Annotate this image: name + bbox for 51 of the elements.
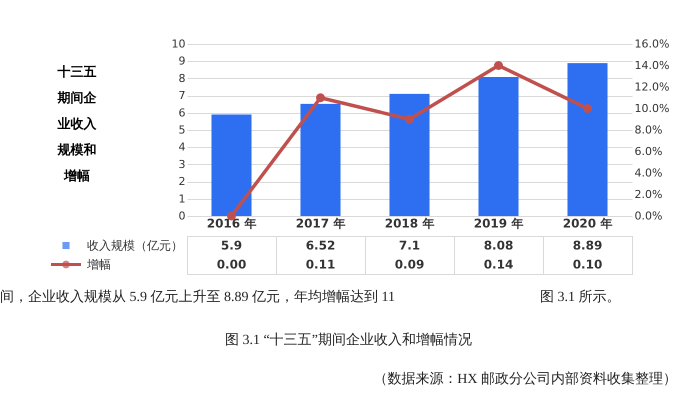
text: （数据来源：HX 邮政分公司内部资料收集整理）	[373, 370, 677, 388]
y2-tick-label: 6.0%	[634, 145, 662, 158]
y2-tick-label: 0.0%	[634, 210, 662, 222]
y-tick-label: 6	[178, 106, 186, 120]
data-label: 0.11	[306, 258, 336, 272]
x-tick-label: 2019 年	[474, 216, 524, 230]
point	[494, 61, 503, 70]
bar	[478, 77, 519, 216]
y2-tick-label: 4.0%	[634, 166, 662, 180]
data-label: 7.1	[398, 238, 420, 252]
y-tick-label: 3	[178, 158, 186, 171]
y2-tick-label: 2.0%	[634, 188, 662, 201]
y-tick-label: 7	[178, 89, 186, 102]
y-tick-label: 8	[178, 72, 186, 85]
x-tick-label: 2018 年	[384, 216, 434, 230]
bar	[389, 94, 430, 216]
data-label: 0.09	[394, 258, 424, 272]
y2-tick-label: 16.0%	[634, 38, 670, 50]
x-tick-label: 2016 年	[206, 216, 256, 230]
caption: 图 3.1 所示。	[540, 288, 620, 306]
x-tick-label: 2017 年	[296, 216, 346, 230]
data-label: 6.52	[306, 238, 336, 252]
y-tick-label: 4	[178, 140, 186, 154]
y2-tick-label: 12.0%	[634, 80, 670, 94]
data-label: 8.89	[572, 238, 602, 252]
point	[405, 114, 414, 124]
x-tick-label: 2020 年	[562, 216, 612, 230]
y2-tick-label: 14.0%	[634, 59, 670, 72]
y-tick-label: 5	[178, 124, 186, 136]
bar	[211, 114, 252, 216]
bar	[300, 104, 341, 216]
data-label: 0.14	[484, 258, 514, 272]
data-label: 5.9	[220, 238, 242, 252]
text: 间，企业收入规模从 5.9 亿元上升至 8.89 亿元，年均增幅达到 11	[0, 288, 395, 306]
point	[316, 93, 325, 102]
y-tick-label: 2	[178, 175, 186, 188]
y-tick-label: 9	[178, 54, 186, 68]
text: 十三五期间企业收入规模和增幅	[56, 64, 98, 186]
y-tick-label: 1	[178, 192, 186, 206]
point	[583, 104, 592, 113]
y2-tick-label: 10.0%	[634, 102, 670, 115]
data-label: 8.08	[484, 238, 514, 252]
y-tick-label: 0	[178, 210, 186, 222]
caption: 图 3.1 “十三五”期间企业收入和增幅情况	[224, 332, 473, 349]
data-label: 0.00	[216, 258, 246, 272]
bar	[567, 63, 608, 216]
y2-tick-label: 8.0%	[634, 124, 662, 136]
y-tick-label: 10	[172, 38, 186, 50]
data-label: 0.10	[572, 258, 602, 272]
legend-label: 收入规模（亿元）	[87, 238, 183, 252]
legend-label: 增幅	[86, 258, 111, 272]
